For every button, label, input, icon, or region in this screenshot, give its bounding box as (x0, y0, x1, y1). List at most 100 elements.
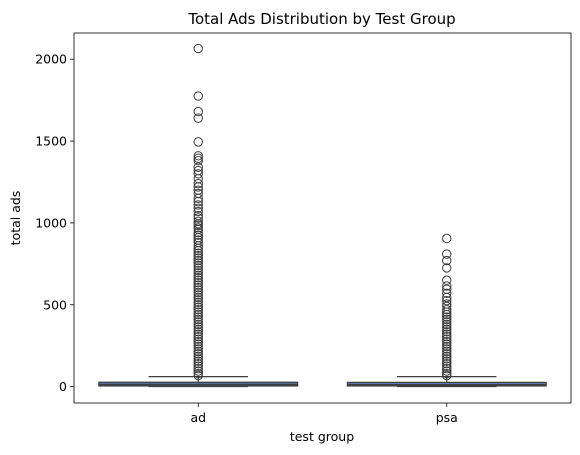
outlier-point (442, 329, 452, 339)
box-series (98, 43, 547, 388)
outlier-point (193, 285, 203, 295)
outlier-point (193, 253, 203, 263)
outlier-point (193, 151, 203, 161)
outlier-point (193, 106, 203, 117)
y-tick-label: 1000 (35, 215, 67, 230)
outlier-point (193, 43, 203, 54)
outlier-point (193, 268, 203, 278)
box-psa (346, 233, 547, 388)
outlier-point (193, 228, 203, 238)
outlier-point (442, 324, 452, 335)
outlier-point (193, 370, 203, 381)
x-axis-label: test group (290, 429, 354, 444)
outlier-point (193, 248, 203, 258)
outlier-point (193, 91, 203, 101)
outlier-point (442, 344, 452, 354)
outlier-point (193, 137, 203, 147)
outlier-point (193, 366, 203, 376)
outlier-point (193, 263, 203, 273)
outlier-point (442, 336, 452, 347)
outlier-point (193, 314, 203, 325)
y-axis: 0 500 1000 1500 2000 (35, 52, 74, 394)
outlier-point (193, 363, 203, 374)
outlier-point (442, 351, 452, 362)
outlier-point (193, 349, 203, 359)
y-tick-label: 0 (59, 379, 67, 394)
outlier-point (193, 319, 203, 330)
outlier-point (442, 255, 452, 266)
outlier-point (193, 329, 203, 339)
outlier-point (193, 273, 203, 283)
outlier-point (442, 334, 452, 344)
outlier-point (442, 275, 452, 285)
outlier-point (193, 246, 203, 256)
x-tick-label-ad: ad (190, 410, 206, 425)
outlier-point (193, 327, 203, 337)
outlier-point (442, 233, 452, 244)
outlier-point (442, 356, 452, 366)
outlier-point (193, 155, 203, 166)
outlier-point (193, 359, 203, 369)
outlier-point (442, 346, 452, 357)
outlier-point (442, 295, 452, 306)
outlier-point (193, 287, 203, 298)
outlier-point (193, 300, 203, 310)
outlier-point (193, 213, 203, 223)
outlier-point (193, 193, 203, 204)
outlier-point (442, 359, 452, 369)
chart-title: Total Ads Distribution by Test Group (187, 10, 455, 28)
outlier-point (442, 366, 452, 376)
outlier-point (442, 341, 452, 352)
outlier-point (193, 162, 203, 172)
x-axis: ad psa (190, 403, 458, 425)
y-axis-label: total ads (8, 191, 23, 246)
outlier-point (193, 196, 203, 207)
outlier-point (193, 220, 203, 231)
outlier-point (193, 324, 203, 335)
outlier-point (193, 241, 203, 251)
outlier-point (193, 255, 203, 266)
outlier-point (442, 304, 452, 315)
outlier-point (193, 351, 203, 362)
outlier-point (193, 344, 203, 354)
outlier-point (193, 258, 203, 268)
box-ad (98, 43, 299, 388)
outlier-point (442, 309, 452, 320)
plot-area-frame (73, 32, 572, 404)
outlier-point (193, 307, 203, 317)
outlier-point (193, 312, 203, 322)
outlier-point (193, 295, 203, 305)
outlier-point (193, 203, 203, 213)
outlier-point (193, 113, 203, 123)
outlier-point (193, 174, 203, 184)
outlier-point (442, 281, 452, 291)
outlier-point (193, 331, 203, 342)
outlier-point (442, 292, 452, 303)
outlier-point (193, 334, 203, 344)
outlier-point (193, 182, 203, 192)
outlier-point (193, 243, 203, 253)
x-tick-label-psa: psa (436, 410, 458, 425)
outlier-point (193, 309, 203, 320)
outlier-point (442, 327, 452, 337)
outlier-point (193, 280, 203, 290)
outlier-point (442, 331, 452, 342)
outlier-point (193, 178, 203, 189)
outlier-point (442, 370, 452, 381)
outlier-point (193, 260, 203, 271)
outlier-point (442, 263, 452, 273)
outlier-point (442, 349, 452, 359)
outlier-point (193, 282, 203, 293)
outlier-point (193, 275, 203, 285)
outlier-point (442, 363, 452, 374)
outlier-point (442, 314, 452, 325)
outlier-point (193, 290, 203, 300)
outlier-point (193, 200, 203, 210)
outlier-point (442, 361, 452, 371)
outlier-point (193, 169, 203, 179)
outlier-point (193, 206, 203, 217)
outlier-point (193, 297, 203, 308)
outlier-point (442, 249, 452, 259)
outlier-point (193, 317, 203, 327)
